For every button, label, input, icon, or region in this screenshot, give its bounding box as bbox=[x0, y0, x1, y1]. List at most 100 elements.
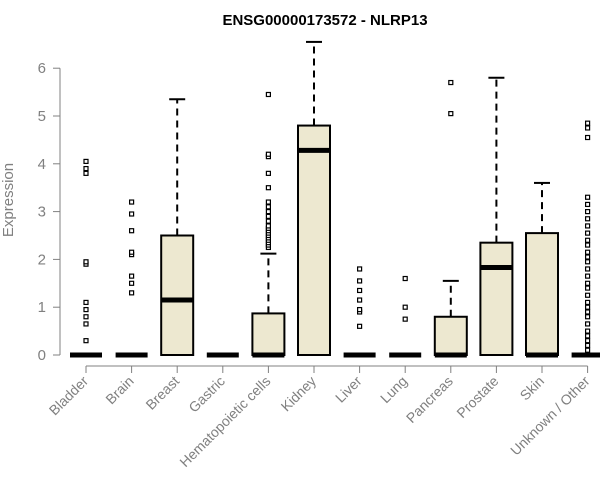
box-iqr bbox=[297, 124, 331, 356]
box-iqr bbox=[525, 232, 559, 356]
y-tick-label: 6 bbox=[38, 60, 46, 77]
outlier-point bbox=[265, 91, 271, 98]
box-unknown-other bbox=[571, 120, 600, 358]
outlier-point bbox=[357, 306, 363, 313]
box-iqr bbox=[479, 241, 514, 356]
outlier-point bbox=[83, 299, 89, 306]
chart-title: ENSG00000173572 - NLRP13 bbox=[222, 12, 427, 29]
outlier-point bbox=[584, 292, 591, 298]
box-iqr bbox=[433, 315, 468, 357]
outlier-point bbox=[584, 216, 591, 222]
outlier-point bbox=[584, 338, 591, 344]
y-tick-label: 0 bbox=[38, 347, 46, 364]
outlier-point bbox=[584, 223, 591, 229]
outlier-point bbox=[584, 134, 591, 141]
outlier-point bbox=[584, 254, 591, 260]
x-tick-label: Kidney bbox=[278, 373, 320, 415]
outlier-point bbox=[584, 347, 591, 353]
y-tick-label: 3 bbox=[38, 204, 46, 221]
outlier-point bbox=[584, 314, 591, 320]
outlier-point bbox=[584, 259, 591, 265]
box-skin bbox=[525, 181, 559, 358]
outlier-point bbox=[129, 280, 135, 286]
outlier-point bbox=[129, 273, 135, 279]
outlier-point bbox=[584, 342, 591, 349]
outlier-point bbox=[83, 158, 89, 165]
outlier-point bbox=[265, 213, 271, 219]
outlier-point bbox=[265, 218, 271, 224]
outlier-point bbox=[584, 280, 591, 286]
outlier-point bbox=[265, 204, 271, 210]
outlier-point bbox=[584, 299, 591, 306]
box-hematopoietic-cells bbox=[251, 91, 286, 358]
x-tick-label: Liver bbox=[332, 373, 365, 406]
x-tick-label: Skin bbox=[517, 373, 548, 404]
outlier-point bbox=[129, 228, 135, 234]
box-iqr bbox=[251, 312, 286, 356]
outlier-point bbox=[83, 165, 89, 172]
outlier-point bbox=[357, 297, 363, 303]
outlier-point bbox=[402, 275, 408, 282]
outlier-point bbox=[83, 306, 89, 313]
y-tick-label: 1 bbox=[38, 299, 46, 316]
box-kidney bbox=[297, 40, 331, 356]
outlier-point bbox=[83, 338, 89, 344]
outlier-point bbox=[584, 201, 591, 208]
outlier-point bbox=[584, 285, 591, 291]
outlier-point bbox=[584, 209, 591, 215]
x-tick-label: Brain bbox=[102, 373, 136, 407]
y-tick-label: 2 bbox=[38, 251, 46, 268]
x-tick-label: Prostate bbox=[453, 373, 501, 421]
box-lung bbox=[389, 275, 422, 358]
outlier-point bbox=[265, 170, 271, 176]
y-axis-label: Expression bbox=[0, 163, 17, 237]
outlier-point bbox=[129, 199, 135, 205]
outlier-point bbox=[402, 316, 408, 322]
x-tick-label: Bladder bbox=[46, 373, 92, 419]
y-tick-label: 4 bbox=[38, 156, 46, 173]
outlier-point bbox=[584, 230, 591, 236]
x-tick-label: Unknown / Other bbox=[507, 373, 593, 459]
box-iqr bbox=[160, 234, 195, 356]
outlier-point bbox=[357, 278, 363, 284]
box-bladder bbox=[70, 158, 102, 358]
outlier-point bbox=[584, 120, 591, 126]
y-axis: 0 1 2 3 4 5 6 bbox=[38, 60, 61, 364]
outlier-point bbox=[584, 273, 591, 279]
box-breast bbox=[160, 98, 195, 356]
outlier-point bbox=[584, 328, 591, 334]
outlier-point bbox=[584, 333, 591, 339]
outlier-point bbox=[357, 266, 363, 272]
x-tick-label: Pancreas bbox=[403, 373, 456, 426]
box-brain bbox=[115, 199, 148, 358]
outlier-point bbox=[129, 211, 135, 217]
outlier-point bbox=[402, 304, 408, 310]
box-series bbox=[70, 40, 600, 358]
outlier-point bbox=[357, 323, 363, 329]
outlier-point bbox=[83, 170, 89, 176]
outlier-point bbox=[265, 185, 271, 191]
outlier-point bbox=[129, 249, 135, 255]
outlier-point bbox=[83, 259, 89, 265]
outlier-point bbox=[584, 194, 591, 200]
outlier-point bbox=[265, 151, 271, 157]
outlier-point bbox=[584, 266, 591, 272]
box-liver bbox=[343, 266, 376, 358]
x-tick-label: Gastric bbox=[185, 373, 228, 416]
outlier-point bbox=[448, 79, 454, 86]
outlier-point bbox=[584, 249, 591, 255]
y-tick-label: 5 bbox=[38, 108, 46, 125]
outlier-point bbox=[265, 223, 271, 229]
outlier-point bbox=[357, 287, 363, 294]
outlier-point bbox=[129, 290, 135, 296]
outlier-point bbox=[584, 309, 591, 315]
outlier-point bbox=[584, 321, 591, 327]
outlier-point bbox=[584, 242, 591, 248]
x-tick-label: Lung bbox=[377, 373, 410, 406]
x-tick-label: Breast bbox=[142, 373, 182, 413]
outlier-point bbox=[584, 125, 591, 131]
outlier-point bbox=[265, 209, 271, 215]
box-pancreas bbox=[433, 79, 468, 358]
